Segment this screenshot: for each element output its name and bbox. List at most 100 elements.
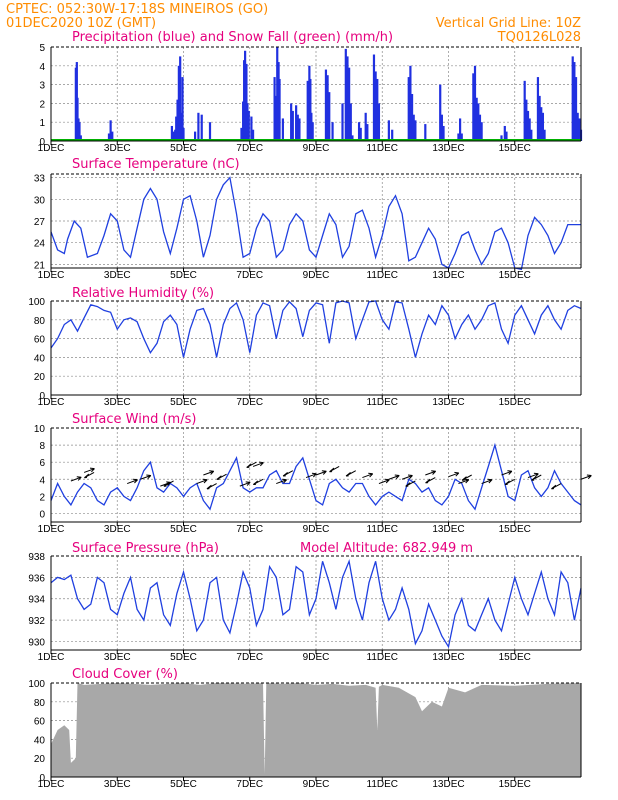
precip-bar <box>536 77 540 141</box>
precip-bar <box>359 127 362 141</box>
wind-plot: 0 2 4 6 8 10 1DEC 3DEC 5DEC 7DEC 9DEC 11DEC 13DEC 15D… <box>34 424 592 535</box>
cloud-title: Cloud Cover (%) <box>72 667 178 682</box>
wind-vector-shaft <box>239 481 251 487</box>
wind-series-line <box>50 442 582 511</box>
pres-ytick-label: 934 <box>28 595 45 606</box>
precip-bar <box>442 125 445 141</box>
wind-vector <box>551 483 562 490</box>
precip-bar <box>176 99 179 141</box>
wind-vector <box>70 476 82 482</box>
temp-xtick-label: 1DEC <box>38 270 65 281</box>
precip-bar <box>349 103 352 141</box>
cloud-xtick-label: 3DEC <box>104 779 131 790</box>
precip-xtick-label: 7DEC <box>236 143 263 154</box>
wind-ytick-label: 0 <box>39 509 45 520</box>
precip-bar <box>523 80 526 141</box>
wind-vector-shaft <box>481 479 493 485</box>
precip-title: Precipitation (blue) and Snow Fall (gree… <box>72 30 393 45</box>
rh-title: Relative Humidity (%) <box>72 286 214 301</box>
temp-plot: 21 24 27 30 33 1DEC 3DEC 5DEC 7DEC 9DEC 11DEC 13DEC… <box>34 173 582 281</box>
pres-xtick-label: 7DEC <box>236 652 263 663</box>
wind-vector-head <box>246 463 252 468</box>
wind-vector <box>461 474 472 481</box>
cloud-ytick-label: 80 <box>34 698 46 709</box>
precip-bar <box>543 129 546 141</box>
wind-vector <box>401 474 413 480</box>
wind-vector-head <box>206 484 212 490</box>
pres-title: Surface Pressure (hPa) <box>72 541 219 556</box>
precip-bar <box>250 116 253 141</box>
precip-bar <box>182 127 185 141</box>
precip-bar <box>574 77 578 141</box>
cloud-ytick-label: 60 <box>34 717 46 728</box>
precip-ytick-label: 0 <box>39 137 45 148</box>
wind-vector-head <box>163 482 169 487</box>
precip-bar <box>107 133 111 141</box>
wind-vector-head <box>216 475 222 480</box>
precip-ytick-label: 2 <box>39 99 45 110</box>
wind-vector <box>216 473 227 480</box>
wind-vector-head <box>586 474 592 480</box>
precip-bar <box>273 77 276 141</box>
wind-vector <box>345 470 356 477</box>
precip-bar <box>348 67 351 141</box>
precip-bar <box>538 95 541 141</box>
precip-bar <box>328 92 331 141</box>
cloud-ytick-label: 20 <box>34 754 46 765</box>
wind-vector <box>163 480 174 487</box>
precip-bar <box>503 125 506 141</box>
rh-xtick-label: 15DEC <box>499 397 531 408</box>
precip-bar <box>109 120 112 141</box>
precip-bar <box>457 133 460 141</box>
cloud-xtick-label: 13DEC <box>432 779 464 790</box>
temp-series-line <box>50 176 581 271</box>
wind-vector-head <box>394 474 400 480</box>
precip-bar <box>409 65 412 141</box>
wind-vector <box>458 478 470 485</box>
wind-vector <box>84 471 95 479</box>
precip-xtick-label: 5DEC <box>170 143 197 154</box>
rh-plot: 0 20 40 60 80 100 1DEC 3DEC 5DEC 7DEC 9DEC 11DEC 13D… <box>28 297 582 408</box>
wind-vector <box>362 472 374 479</box>
precip-bar <box>291 110 294 141</box>
wind-ytick-label: 10 <box>34 424 46 435</box>
pres-ytick-label: 936 <box>28 573 45 584</box>
wind-vector-head <box>345 471 351 477</box>
wind-vector-head <box>368 472 374 478</box>
precip-bar <box>298 118 301 141</box>
precip-xtick-label: 1DEC <box>38 143 65 154</box>
precip-xtick-label: 3DEC <box>104 143 131 154</box>
precip-ytick-label: 5 <box>39 43 45 54</box>
wind-vector <box>531 474 542 481</box>
precip-bar <box>540 107 543 141</box>
rh-xtick-label: 11DEC <box>367 397 399 408</box>
wind-vector-head <box>282 478 287 484</box>
wind-vector <box>315 470 327 476</box>
precip-bar <box>79 135 82 141</box>
precip-bar <box>376 78 379 141</box>
precip-bar <box>197 112 200 141</box>
wind-vector-head <box>133 478 138 484</box>
precip-bar <box>172 131 175 141</box>
precip-bar <box>480 122 483 141</box>
precip-bar <box>530 129 533 141</box>
pres-series-line <box>50 558 582 649</box>
temp-ytick-label: 24 <box>34 239 46 250</box>
temp-panel: Surface Temperature (nC) <box>72 157 240 172</box>
precip-bar <box>391 129 394 141</box>
wind-vector-head <box>464 478 470 484</box>
cloud-ytick-label: 40 <box>34 735 46 746</box>
precip-bar <box>179 56 182 141</box>
cloud-cover-area <box>51 683 581 777</box>
precip-plot: 0 1 2 3 4 5 1DEC 3DEC 5DEC 7DEC 9DEC 11DEC 13DEC 15DE… <box>38 43 583 154</box>
precip-bar <box>364 112 367 141</box>
wind-xtick-label: 13DEC <box>432 524 464 535</box>
rh-series-line <box>50 300 582 358</box>
wind-vector-head <box>245 481 251 486</box>
rh-ytick-label: 80 <box>34 316 46 327</box>
wind-vector-head <box>258 461 264 467</box>
wind-vector-head <box>384 478 390 484</box>
precip-bar <box>278 78 281 141</box>
wind-ytick-label: 4 <box>39 475 45 486</box>
precip-bar <box>240 127 243 141</box>
